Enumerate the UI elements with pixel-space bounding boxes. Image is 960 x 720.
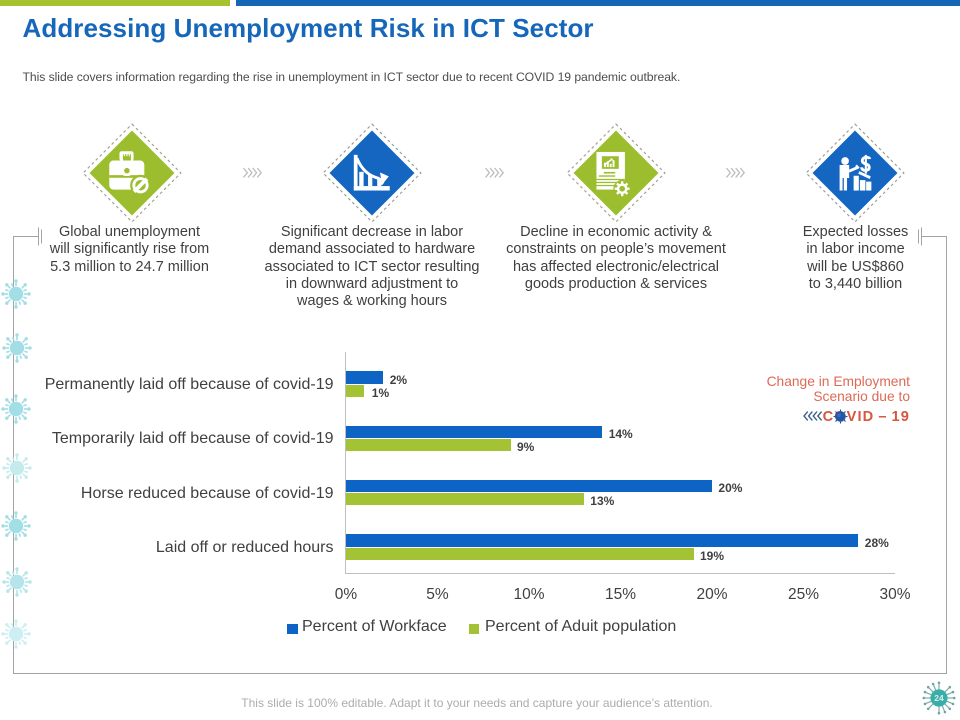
- svg-text:24: 24: [934, 693, 944, 703]
